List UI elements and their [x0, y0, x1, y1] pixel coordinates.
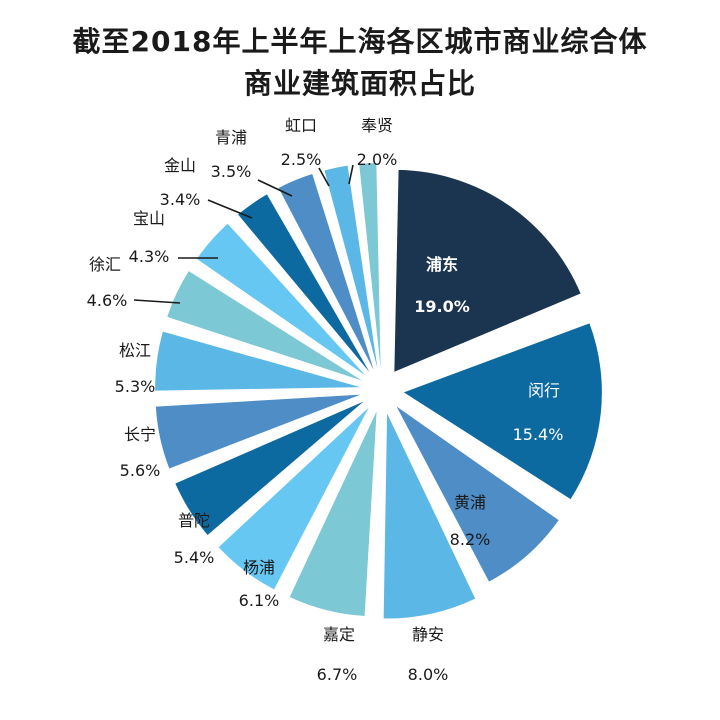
slice-value-label: 8.0%: [408, 665, 449, 684]
pie-slice-11: [196, 223, 366, 376]
slice-value-label: 15.4%: [513, 425, 564, 444]
pie-slice-12: [238, 194, 370, 372]
leader-line-13: [257, 179, 293, 197]
slice-value-label: 2.5%: [281, 150, 322, 169]
slice-value-label: 4.3%: [129, 247, 170, 266]
slice-value-label: 6.7%: [317, 665, 358, 684]
pie-slice-9: [155, 331, 361, 391]
slice-name-label: 嘉定: [323, 625, 355, 644]
pie-slice-5: [289, 411, 377, 616]
slice-name-label: 静安: [412, 625, 444, 644]
slice-value-label: 19.0%: [414, 297, 470, 316]
slice-name-label: 金山: [164, 156, 196, 175]
chart-title-line1: 截至2018年上半年上海各区城市商业综合体: [72, 25, 648, 58]
slice-value-label: 4.6%: [87, 291, 128, 310]
slice-name-label: 杨浦: [243, 558, 275, 577]
pie-slice-4: [383, 413, 476, 619]
slice-value-label: 5.4%: [174, 548, 215, 567]
slice-name-label: 松江: [119, 341, 151, 360]
slice-value-label: 8.2%: [450, 530, 491, 549]
pie-slice-2: [403, 323, 602, 500]
pie-slice-13: [278, 174, 374, 370]
leader-line-15: [348, 164, 354, 185]
chart-title-line2: 商业建筑面积占比: [243, 67, 476, 100]
slice-value-label: 2.0%: [357, 150, 398, 169]
slice-name-label: 青浦: [215, 128, 247, 147]
slice-name-label: 虹口: [285, 116, 317, 135]
slice-value-label: 3.5%: [211, 162, 252, 181]
pie-slice-3: [396, 406, 559, 582]
slice-name-label: 闵行: [528, 381, 560, 400]
slice-name-label: 徐汇: [89, 255, 121, 274]
slice-value-label: 3.4%: [160, 190, 201, 209]
pie-slice-14: [324, 165, 378, 369]
slice-name-label: 浦东: [426, 255, 458, 274]
pie-slice-15: [359, 163, 381, 369]
pie-slice-8: [155, 394, 361, 469]
slice-name-label: 宝山: [133, 209, 165, 228]
slice-name-label: 奉贤: [361, 116, 393, 135]
pie-slice-7: [175, 401, 364, 535]
slice-name-label: 长宁: [124, 425, 156, 444]
slice-value-label: 5.3%: [115, 377, 156, 396]
pie-slice-1: [394, 169, 581, 372]
leader-line-12: [207, 199, 253, 219]
slice-name-label: 普陀: [178, 511, 210, 530]
pie-slice-10: [167, 271, 363, 381]
leader-line-14: [318, 167, 330, 187]
leader-line-10: [133, 299, 181, 304]
pie-slice-6: [218, 407, 369, 590]
slice-value-label: 6.1%: [239, 591, 280, 610]
slice-name-label: 黄浦: [454, 493, 486, 512]
slice-value-label: 5.6%: [120, 461, 161, 480]
